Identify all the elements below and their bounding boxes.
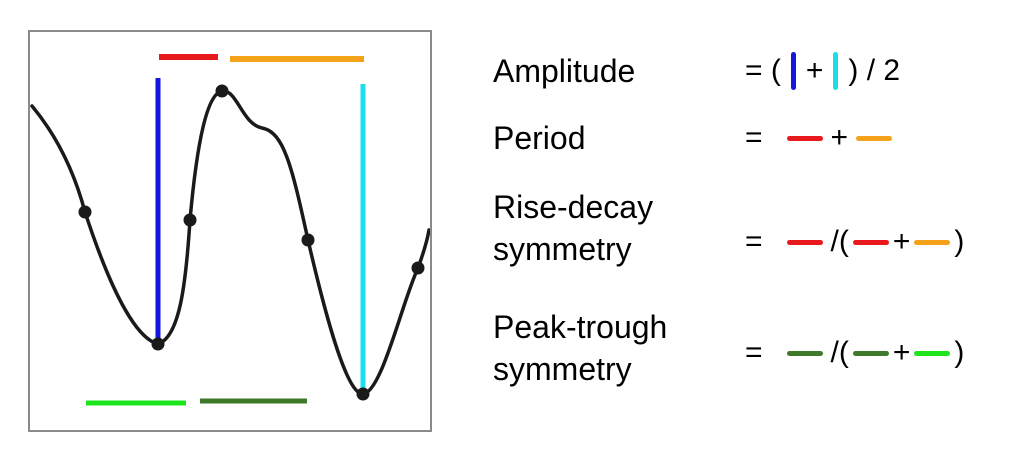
decay-zero-crossing-marker (301, 233, 315, 247)
rise-zero-crossing-marker (183, 213, 197, 227)
formula-symbol: = (745, 121, 763, 154)
formula-symbol: + (830, 121, 849, 154)
period-formula: = + (745, 117, 900, 159)
formula-symbol: ) (954, 225, 965, 258)
decay-swatch (856, 135, 893, 141)
rise-swatch (786, 239, 823, 245)
signal-curve (30, 89, 430, 396)
trough-marker (356, 387, 370, 401)
period-label-text: Period (493, 120, 586, 156)
symmetry-label-line: symmetry (493, 351, 632, 387)
symmetry-label-line: symmetry (493, 231, 632, 267)
waveform-panel (28, 30, 432, 432)
trough-amplitude-swatch (790, 52, 796, 90)
amplitude-label-text: Amplitude (493, 53, 636, 89)
peak-width-swatch (786, 350, 823, 356)
amplitude-formula: = ( + ) / 2 (745, 50, 900, 92)
peak-width-swatch (852, 350, 889, 356)
formula-symbol: + (805, 54, 824, 87)
formula-symbol: + (892, 336, 911, 369)
formula-symbol: /( (830, 225, 849, 258)
trough-width-swatch (914, 350, 951, 356)
peak-trough-symmetry-label: Peak-trough symmetry (493, 306, 667, 390)
peak-trough-label-line: Peak-trough (493, 309, 668, 345)
rise-decay-symmetry-formula: = /( +) (745, 221, 964, 263)
rise-zero-crossing-marker (411, 261, 425, 275)
formula-symbol: = ( (745, 54, 781, 87)
peak-trough-symmetry-formula: = /( +) (745, 332, 964, 374)
rise-decay-symmetry-label: Rise-decay symmetry (493, 186, 653, 270)
trough-marker (151, 337, 165, 351)
peak-marker (215, 84, 229, 98)
formula-symbol: /( (830, 336, 849, 369)
formula-symbol: + (892, 225, 911, 258)
formula-symbol: ) (954, 336, 965, 369)
formula-symbol: = (745, 225, 763, 258)
peak-amplitude-swatch (833, 52, 839, 90)
rise-swatch (786, 135, 823, 141)
formula-symbol: ) / 2 (848, 54, 901, 87)
rise-swatch (852, 239, 889, 245)
amplitude-label: Amplitude (493, 50, 635, 92)
decay-swatch (914, 239, 951, 245)
period-label: Period (493, 117, 586, 159)
decay-zero-crossing-marker (78, 205, 92, 219)
formula-symbol: = (745, 336, 763, 369)
waveform-plot (30, 54, 430, 406)
rise-decay-label-line: Rise-decay (493, 189, 654, 225)
